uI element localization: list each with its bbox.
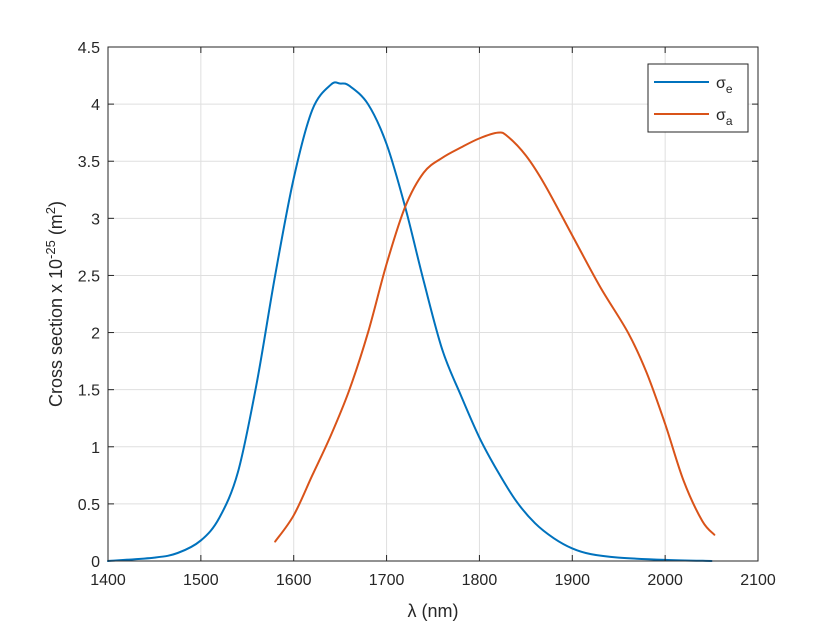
- legend-label-sigma-e: σe: [716, 75, 733, 96]
- legend: σe σa: [647, 63, 749, 133]
- y-tick-label: 2.5: [78, 268, 100, 285]
- series-line-sigma-e: [107, 81, 713, 562]
- y-tick-labels: 0 0.5 1 1.5 2 2.5 3 3.5 4 4.5: [78, 40, 100, 571]
- y-tick-label: 0: [91, 554, 100, 571]
- y-axis-label-unit-exponent: 2: [43, 207, 58, 214]
- y-tick-label: 4.5: [78, 40, 100, 57]
- x-axis-label: λ (nm): [408, 601, 459, 621]
- y-tick-label: 0.5: [78, 497, 100, 514]
- y-tick-label: 4: [91, 97, 100, 114]
- x-tick-label: 1400: [90, 572, 126, 589]
- x-tick-label: 2000: [647, 572, 683, 589]
- x-tick-label: 1800: [462, 572, 498, 589]
- x-tick-label: 1500: [183, 572, 219, 589]
- y-axis-label-unit-open: (m: [46, 214, 66, 240]
- legend-box: [647, 63, 749, 133]
- y-tick-label: 2: [91, 326, 100, 343]
- legend-label-sigma-a-base: σ: [716, 107, 726, 124]
- x-tick-label: 1600: [276, 572, 312, 589]
- x-tick-label: 1900: [554, 572, 590, 589]
- legend-label-sigma-e-base: σ: [716, 75, 726, 92]
- plot-frame: [107, 46, 759, 562]
- y-tick-label: 1: [91, 440, 100, 457]
- legend-label-sigma-e-sub: e: [726, 82, 733, 96]
- legend-label-sigma-a: σa: [716, 107, 733, 128]
- series-layer: [107, 81, 716, 562]
- y-tick-label: 1.5: [78, 383, 100, 400]
- y-tick-label: 3: [91, 211, 100, 228]
- x-tick-label: 1700: [369, 572, 405, 589]
- x-tick-label: 2100: [740, 572, 776, 589]
- ticks: [107, 46, 759, 562]
- y-axis-label-prefix: Cross section x 10: [46, 259, 66, 407]
- y-tick-label: 3.5: [78, 154, 100, 171]
- y-axis-label: Cross section x 10-25 (m2): [43, 201, 66, 407]
- plot-background: [108, 47, 758, 561]
- y-axis-label-unit-close: ): [46, 201, 66, 207]
- legend-label-sigma-a-sub: a: [726, 114, 733, 128]
- y-axis-label-exponent: -25: [43, 240, 58, 259]
- series-line-sigma-a: [274, 131, 716, 543]
- x-tick-labels: 1400 1500 1600 1700 1800 1900 2000 2100: [90, 572, 776, 589]
